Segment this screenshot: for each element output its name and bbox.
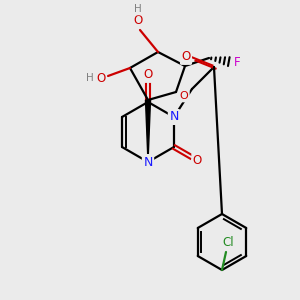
Text: O: O (134, 14, 142, 26)
Text: N: N (169, 110, 179, 124)
Text: Cl: Cl (222, 236, 234, 248)
Text: H: H (86, 73, 94, 83)
Text: O: O (180, 91, 188, 101)
Text: H: H (134, 4, 142, 14)
Text: O: O (143, 68, 153, 82)
Text: O: O (96, 71, 106, 85)
Text: N: N (143, 155, 153, 169)
Text: F: F (234, 56, 240, 70)
Text: O: O (182, 50, 190, 64)
Text: O: O (193, 154, 202, 167)
Polygon shape (146, 100, 151, 162)
